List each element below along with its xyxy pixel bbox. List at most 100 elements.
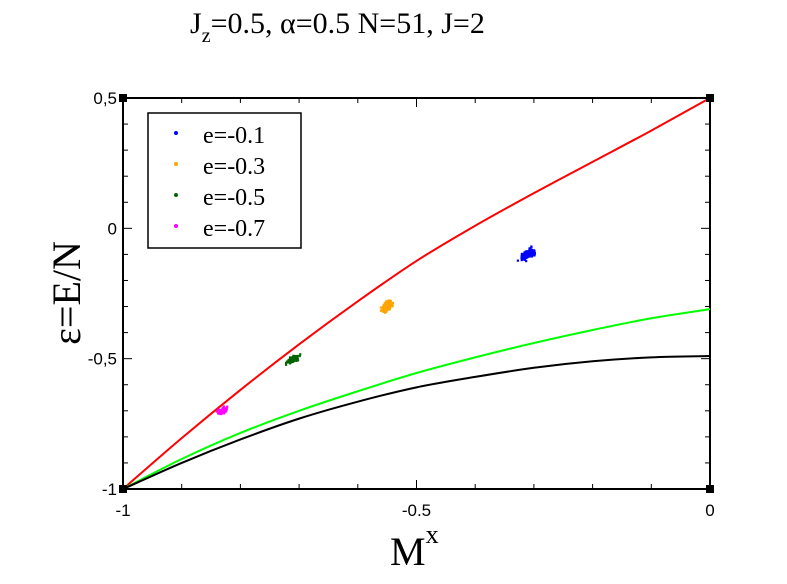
data-point (291, 360, 294, 363)
frame-corner-markers (119, 94, 714, 493)
data-point (391, 303, 394, 306)
data-point (224, 408, 227, 411)
data-point (294, 355, 297, 358)
data-point (386, 303, 389, 306)
legend-entry: e=-0.5 (174, 185, 265, 211)
data-point (220, 412, 224, 415)
data-point (219, 410, 222, 413)
data-point (288, 360, 292, 363)
data-point (379, 306, 382, 309)
corner-marker (706, 485, 714, 493)
data-point (523, 251, 526, 254)
data-point (529, 247, 532, 250)
data-point (221, 407, 224, 410)
data-point (382, 310, 385, 313)
scatter-points (215, 245, 536, 416)
legend-marker (174, 224, 178, 228)
legend-marker (174, 131, 178, 135)
x-axis-label: Mx (390, 520, 439, 574)
y-tick-label: -1 (102, 480, 117, 499)
title-subscript-z: z (202, 25, 211, 47)
curve-0 (122, 97, 711, 490)
data-point (222, 406, 226, 409)
data-point (386, 308, 389, 311)
x-tick-label: 0 (705, 501, 714, 520)
data-point (287, 358, 291, 362)
data-point (290, 357, 293, 360)
svg-text:Jz=0.5, α=0.5 N=51, J=2: Jz=0.5, α=0.5 N=51, J=2 (190, 7, 485, 47)
data-point (299, 353, 302, 356)
data-point (290, 358, 293, 361)
x-axis-label-m: M (390, 529, 426, 574)
data-point (288, 356, 292, 359)
data-point (383, 304, 386, 307)
data-point (295, 355, 298, 358)
data-point (284, 363, 288, 366)
data-point (520, 258, 523, 262)
data-point (521, 255, 525, 258)
x-axis-label-superscript: x (426, 520, 439, 549)
series-0-points (516, 245, 536, 263)
data-point (389, 299, 392, 302)
data-point (292, 356, 295, 359)
legend-box (147, 112, 302, 249)
data-point (520, 257, 523, 260)
series-1-points (379, 299, 394, 314)
data-point (215, 410, 218, 413)
data-point (520, 252, 523, 255)
legend-entry: e=-0.1 (174, 123, 265, 149)
corner-marker (119, 94, 127, 102)
data-point (388, 305, 392, 309)
axis-tick-labels: -1 -0.5 0 -1 -0,5 0 0,5 (88, 89, 715, 520)
data-point (294, 357, 297, 360)
theory-curves (122, 97, 711, 490)
data-point (529, 249, 533, 252)
corner-marker (706, 94, 714, 102)
curve-1 (122, 308, 711, 490)
data-point (526, 250, 529, 253)
data-point (217, 408, 220, 411)
title-j: J (190, 7, 202, 40)
legend-entry: e=-0.3 (174, 154, 265, 180)
legend-label: e=-0.3 (203, 154, 265, 180)
data-point (525, 259, 528, 263)
series-3-points (215, 405, 229, 416)
data-point (218, 411, 221, 415)
x-tick-label: -1 (115, 501, 130, 520)
data-point (533, 251, 536, 254)
data-point (296, 359, 300, 362)
data-point (526, 256, 529, 259)
data-point (516, 259, 520, 262)
data-point (293, 359, 296, 362)
title-rest: =0.5 N=51, J=2 (296, 7, 485, 40)
legend-label: e=-0.1 (203, 123, 265, 149)
legend: e=-0.1 e=-0.3 e=-0.5 e=-0.7 (147, 112, 302, 249)
data-point (384, 301, 387, 304)
chart-title: Jz=0.5, α=0.5 N=51, J=2 (190, 7, 485, 47)
data-point (533, 254, 536, 257)
data-point (286, 361, 289, 364)
data-point (291, 358, 295, 361)
data-point (225, 408, 228, 411)
data-point (298, 354, 301, 358)
y-axis-label: ε=E/N (44, 241, 89, 345)
data-point (532, 250, 535, 253)
data-point (385, 308, 388, 311)
y-tick-label: -0,5 (88, 350, 117, 369)
data-point (383, 305, 387, 308)
title-after-z: =0.5, (211, 7, 280, 40)
data-point (523, 253, 527, 256)
data-point (525, 253, 528, 256)
y-tick-label: 0,5 (93, 89, 117, 108)
data-point (390, 304, 393, 308)
data-point (530, 245, 533, 248)
data-point (528, 255, 531, 258)
legend-label: e=-0.7 (203, 216, 265, 242)
legend-marker (174, 162, 178, 166)
data-point (221, 409, 224, 413)
data-point (387, 299, 390, 302)
data-point (531, 254, 534, 257)
data-point (387, 302, 391, 305)
corner-marker (119, 485, 127, 493)
